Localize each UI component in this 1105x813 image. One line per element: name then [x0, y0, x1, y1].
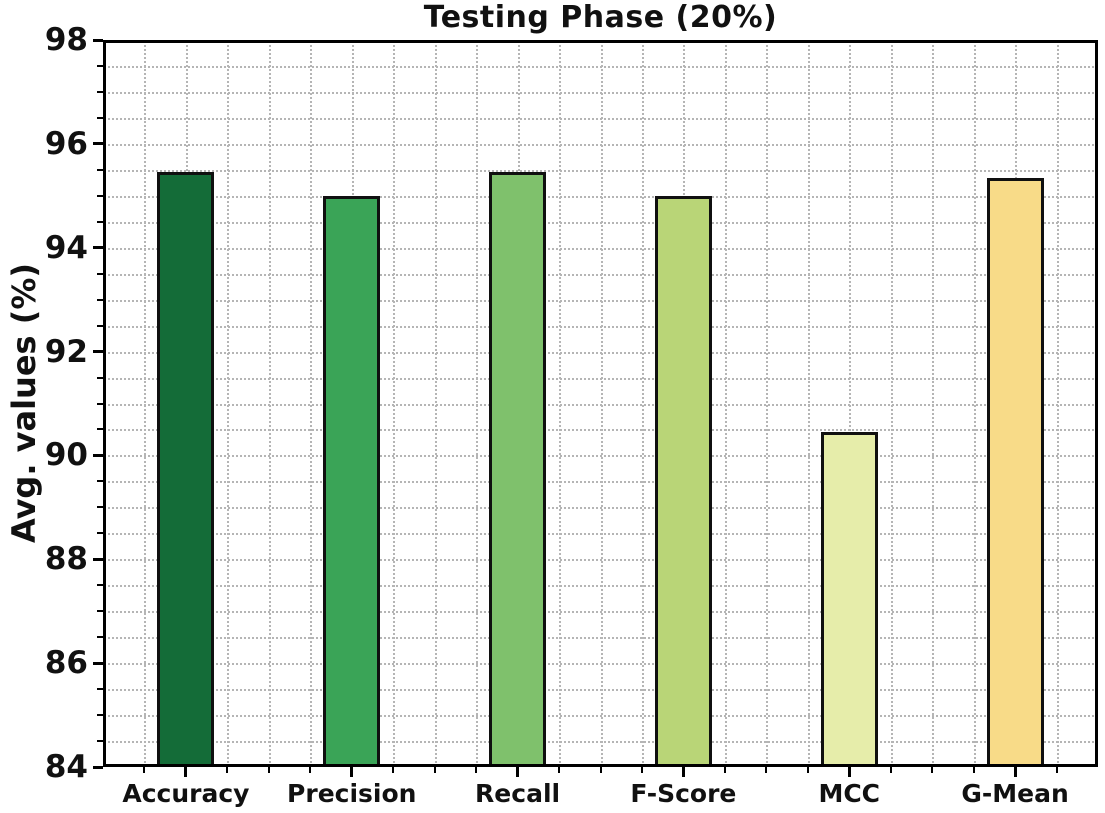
x-tick-label-f-score: F-Score	[630, 779, 737, 808]
y-minor-tick	[97, 402, 103, 405]
y-tick-label: 98	[44, 22, 88, 58]
v-gridline	[227, 40, 230, 767]
x-minor-tick	[226, 767, 229, 773]
x-tick-label-accuracy: Accuracy	[122, 779, 250, 808]
v-gridline	[393, 40, 396, 767]
y-minor-tick	[97, 194, 103, 197]
y-minor-tick	[97, 272, 103, 275]
x-minor-tick	[1055, 767, 1058, 773]
y-major-tick	[93, 765, 103, 769]
chart-title: Testing Phase (20%)	[423, 0, 778, 35]
x-minor-tick	[640, 767, 643, 773]
x-major-tick	[516, 767, 520, 777]
x-minor-tick	[931, 767, 934, 773]
bar-recall	[489, 172, 547, 767]
x-minor-tick	[267, 767, 270, 773]
v-gridline	[559, 40, 562, 767]
y-minor-tick	[97, 64, 103, 67]
y-major-tick	[93, 142, 103, 146]
v-gridline	[310, 40, 313, 767]
y-minor-tick	[97, 610, 103, 613]
y-tick-label: 96	[44, 125, 88, 162]
y-minor-tick	[97, 688, 103, 691]
x-tick-label-mcc: MCC	[818, 779, 881, 808]
v-gridline	[1056, 40, 1059, 767]
v-gridline	[890, 40, 893, 767]
y-major-tick	[93, 453, 103, 457]
v-gridline	[724, 40, 727, 767]
y-minor-tick	[97, 168, 103, 171]
x-minor-tick	[889, 767, 892, 773]
plot-area	[103, 40, 1098, 767]
bar-accuracy	[157, 172, 215, 767]
v-gridline	[144, 40, 147, 767]
y-minor-tick	[97, 532, 103, 535]
y-tick-label: 86	[44, 645, 88, 682]
v-gridline	[849, 40, 852, 767]
bar-f-score	[654, 195, 712, 767]
y-minor-tick	[97, 636, 103, 639]
y-minor-tick	[97, 90, 103, 93]
y-minor-tick	[97, 220, 103, 223]
y-tick-label: 88	[44, 541, 88, 578]
x-major-tick	[350, 767, 354, 777]
x-minor-tick	[806, 767, 809, 773]
y-minor-tick	[97, 714, 103, 717]
x-tick-label-recall: Recall	[475, 779, 561, 808]
y-tick-label: 92	[44, 333, 88, 370]
y-major-tick	[93, 661, 103, 665]
x-minor-tick	[143, 767, 146, 773]
y-major-tick	[93, 350, 103, 354]
x-major-tick	[847, 767, 851, 777]
y-minor-tick	[97, 480, 103, 483]
y-axis-label: Avg. values (%)	[5, 262, 43, 544]
y-tick-label: 84	[44, 749, 88, 785]
x-tick-label-precision: Precision	[287, 779, 417, 808]
y-major-tick	[93, 38, 103, 42]
x-minor-tick	[599, 767, 602, 773]
y-tick-label: 94	[44, 229, 88, 266]
bar-g-mean	[986, 177, 1044, 767]
x-minor-tick	[723, 767, 726, 773]
x-minor-tick	[475, 767, 478, 773]
y-minor-tick	[97, 298, 103, 301]
x-minor-tick	[972, 767, 975, 773]
v-gridline	[476, 40, 479, 767]
v-gridline	[600, 40, 603, 767]
v-gridline	[434, 40, 437, 767]
y-major-tick	[93, 557, 103, 561]
v-gridline	[932, 40, 935, 767]
y-major-tick	[93, 246, 103, 250]
bar-precision	[323, 195, 381, 767]
v-gridline	[766, 40, 769, 767]
v-gridline	[641, 40, 644, 767]
x-tick-label-g-mean: G-Mean	[961, 779, 1069, 808]
y-minor-tick	[97, 428, 103, 431]
x-minor-tick	[765, 767, 768, 773]
x-minor-tick	[309, 767, 312, 773]
y-tick-label: 90	[44, 437, 88, 474]
v-gridline	[268, 40, 271, 767]
bar-mcc	[820, 432, 878, 767]
x-minor-tick	[392, 767, 395, 773]
x-minor-tick	[433, 767, 436, 773]
v-gridline	[807, 40, 810, 767]
y-minor-tick	[97, 584, 103, 587]
x-major-tick	[1013, 767, 1017, 777]
y-minor-tick	[97, 506, 103, 509]
x-major-tick	[184, 767, 188, 777]
x-major-tick	[681, 767, 685, 777]
y-minor-tick	[97, 740, 103, 743]
y-minor-tick	[97, 116, 103, 119]
y-minor-tick	[97, 324, 103, 327]
v-gridline	[973, 40, 976, 767]
y-minor-tick	[97, 376, 103, 379]
x-minor-tick	[558, 767, 561, 773]
